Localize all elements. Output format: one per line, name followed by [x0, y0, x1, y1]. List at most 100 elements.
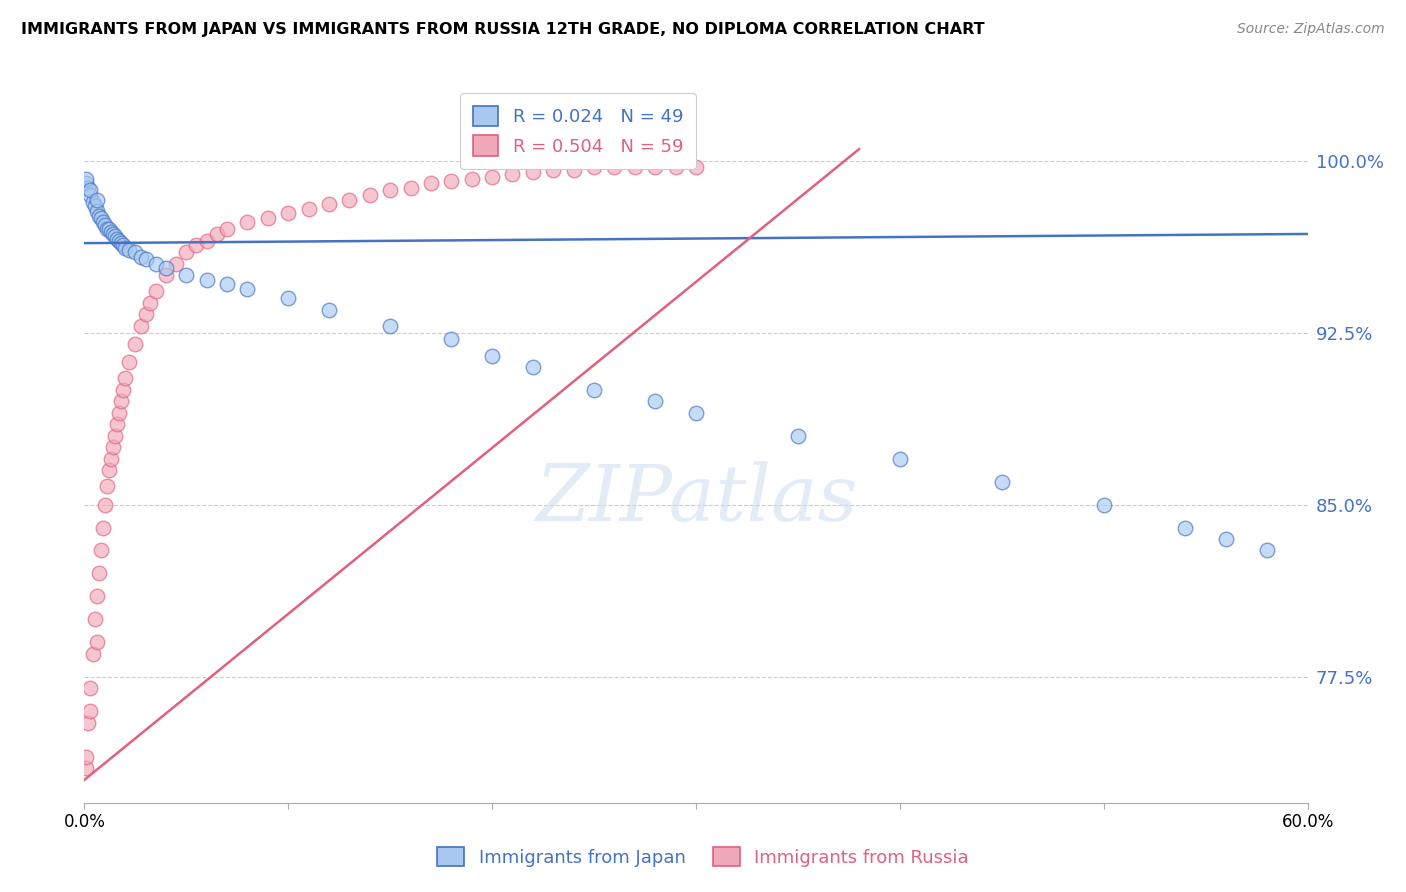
Point [101, 227, 124, 241]
Legend: Immigrants from Japan, Immigrants from Russia: Immigrants from Japan, Immigrants from R… [430, 840, 976, 874]
Point [685, 406, 707, 420]
Point [83, 199, 105, 213]
Point [75, 172, 97, 186]
Point [502, 167, 524, 181]
Point [298, 202, 321, 216]
Point [277, 291, 299, 305]
Point [195, 234, 218, 248]
Point [145, 285, 167, 299]
Point [83, 612, 105, 626]
Point [481, 169, 503, 184]
Point [93, 498, 115, 512]
Point [90, 543, 112, 558]
Point [145, 257, 167, 271]
Point [79, 188, 101, 202]
Point [101, 440, 124, 454]
Point [318, 302, 340, 317]
Point [112, 383, 135, 397]
Point [257, 211, 280, 225]
Point [79, 183, 101, 197]
Point [105, 417, 128, 432]
Point [135, 307, 157, 321]
Point [195, 273, 218, 287]
Point [217, 277, 239, 292]
Point [991, 475, 1014, 489]
Point [236, 215, 259, 229]
Point [522, 165, 544, 179]
Point [359, 188, 381, 202]
Point [87, 566, 110, 581]
Point [583, 383, 606, 397]
Point [1256, 543, 1278, 558]
Point [118, 355, 141, 369]
Point [236, 282, 259, 296]
Point [318, 197, 340, 211]
Point [75, 761, 97, 775]
Point [97, 463, 120, 477]
Point [131, 250, 153, 264]
Point [100, 451, 122, 466]
Point [79, 681, 101, 695]
Text: ZIPatlas: ZIPatlas [534, 461, 858, 538]
Point [1215, 532, 1237, 546]
Point [77, 715, 100, 730]
Point [787, 429, 810, 443]
Point [644, 161, 666, 175]
Point [543, 162, 565, 177]
Point [105, 231, 128, 245]
Point [96, 479, 118, 493]
Point [87, 209, 110, 223]
Point [79, 704, 101, 718]
Point [481, 349, 503, 363]
Point [155, 261, 177, 276]
Point [82, 647, 104, 661]
Point [86, 590, 108, 604]
Point [277, 206, 299, 220]
Legend: R = 0.024   N = 49, R = 0.504   N = 59: R = 0.024 N = 49, R = 0.504 N = 59 [460, 93, 696, 169]
Text: IMMIGRANTS FROM JAPAN VS IMMIGRANTS FROM RUSSIA 12TH GRADE, NO DIPLOMA CORRELATI: IMMIGRANTS FROM JAPAN VS IMMIGRANTS FROM… [21, 22, 984, 37]
Point [155, 268, 177, 283]
Point [86, 635, 108, 649]
Point [108, 406, 131, 420]
Point [110, 236, 132, 251]
Point [603, 161, 626, 175]
Point [100, 225, 122, 239]
Point [124, 337, 146, 351]
Point [461, 172, 484, 186]
Point [399, 181, 422, 195]
Point [135, 252, 157, 267]
Point [174, 268, 197, 283]
Text: Source: ZipAtlas.com: Source: ZipAtlas.com [1237, 22, 1385, 37]
Point [1174, 520, 1197, 534]
Point [75, 177, 97, 191]
Point [110, 394, 132, 409]
Point [118, 243, 141, 257]
Point [1092, 498, 1115, 512]
Point [97, 222, 120, 236]
Point [82, 194, 104, 209]
Point [138, 295, 160, 310]
Point [420, 177, 443, 191]
Point [440, 333, 463, 347]
Point [96, 222, 118, 236]
Point [339, 193, 361, 207]
Point [131, 318, 153, 333]
Point [77, 181, 100, 195]
Point [440, 174, 463, 188]
Point [93, 218, 115, 232]
Point [186, 238, 208, 252]
Point [114, 371, 136, 385]
Point [205, 227, 228, 241]
Point [124, 245, 146, 260]
Point [685, 161, 707, 175]
Point [112, 238, 135, 252]
Point [562, 162, 585, 177]
Point [644, 394, 666, 409]
Point [108, 234, 131, 248]
Point [583, 161, 606, 175]
Point [86, 193, 108, 207]
Point [665, 161, 688, 175]
Point [104, 429, 127, 443]
Point [165, 257, 187, 271]
Point [104, 229, 127, 244]
